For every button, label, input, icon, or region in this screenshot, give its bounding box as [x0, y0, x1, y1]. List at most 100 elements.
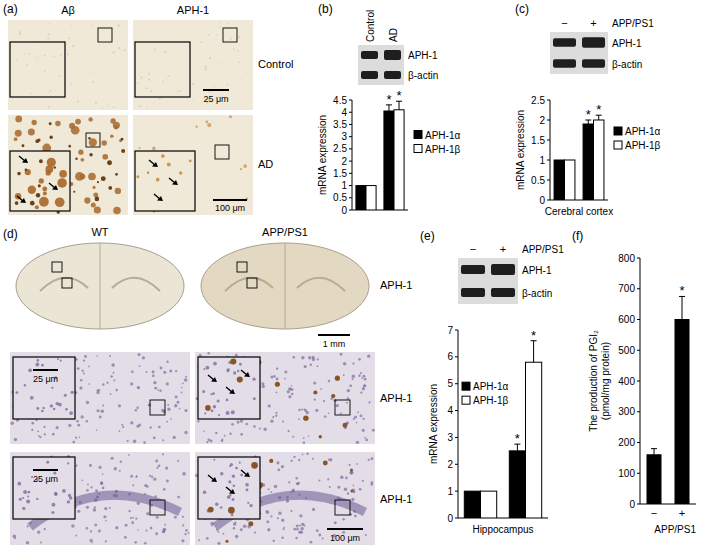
stain — [181, 539, 184, 542]
stain — [86, 420, 88, 422]
stain — [145, 87, 147, 89]
stain — [156, 467, 158, 469]
stain — [60, 359, 62, 361]
tick-label: 1 — [539, 155, 545, 166]
stain — [115, 173, 118, 176]
stain — [313, 390, 317, 394]
region-box — [335, 500, 350, 515]
region-box — [215, 145, 229, 159]
category-label: − — [651, 507, 657, 519]
stain — [310, 541, 313, 544]
stain — [80, 174, 86, 180]
stain — [53, 408, 56, 411]
stain — [225, 540, 228, 543]
stain — [46, 461, 49, 464]
bars — [647, 296, 689, 504]
tick-label: 1.5 — [531, 135, 545, 146]
tick-label: 4 — [341, 107, 347, 118]
scale-label: 25 μm — [203, 94, 228, 104]
stain — [75, 535, 77, 537]
stain — [188, 532, 190, 534]
error-bar — [654, 449, 655, 455]
stain — [275, 412, 277, 414]
stain — [351, 378, 353, 380]
stain — [358, 358, 361, 361]
stain — [367, 355, 370, 358]
stain — [135, 409, 138, 412]
stain — [356, 463, 358, 465]
stain — [299, 524, 301, 526]
stain — [44, 528, 46, 530]
stain — [41, 364, 44, 367]
stain — [52, 433, 55, 436]
stain — [360, 372, 362, 374]
stain — [170, 418, 172, 420]
stain — [65, 408, 68, 411]
scale-bar — [327, 528, 363, 530]
axis-title: APP/PS1 — [654, 524, 696, 535]
stain — [363, 384, 366, 387]
stain — [303, 441, 306, 444]
stain — [291, 393, 293, 395]
legend-label: APH-1α — [473, 381, 508, 392]
stain — [284, 378, 286, 380]
significance: * — [586, 107, 591, 122]
stain — [92, 81, 94, 83]
stain — [166, 421, 168, 423]
stain — [243, 164, 247, 168]
stain — [185, 376, 187, 378]
stain — [55, 121, 61, 127]
tick-label: 0 — [447, 513, 453, 524]
stain — [302, 454, 304, 456]
tick-label: 4.5 — [333, 95, 347, 106]
stain — [88, 365, 90, 367]
stain — [86, 489, 89, 492]
significance: * — [515, 431, 520, 446]
stain — [44, 55, 46, 57]
stain — [75, 157, 77, 159]
stain — [301, 523, 304, 526]
stain — [133, 440, 136, 443]
band-label: β-actin — [612, 59, 642, 70]
region-box — [62, 278, 72, 288]
tick-label: 2 — [447, 459, 453, 470]
stain — [299, 514, 302, 517]
blot — [458, 258, 518, 304]
stain — [56, 402, 59, 405]
stain — [200, 41, 202, 43]
legend-label: APH-1β — [473, 395, 508, 406]
stain — [252, 378, 255, 381]
stain — [71, 83, 72, 84]
stain — [9, 25, 10, 26]
stain — [347, 492, 349, 494]
stain — [146, 108, 147, 109]
stain — [224, 435, 226, 437]
stain — [205, 120, 208, 123]
stain — [111, 363, 115, 367]
stain — [57, 358, 59, 360]
stain — [88, 173, 96, 181]
stain — [20, 33, 22, 35]
stain — [42, 187, 47, 192]
bars — [356, 101, 404, 210]
tick-label: 700 — [618, 283, 635, 294]
stain — [115, 389, 118, 392]
stain — [270, 491, 272, 493]
stain — [293, 456, 295, 458]
stain — [153, 478, 156, 481]
bar — [554, 160, 564, 200]
stain — [163, 80, 165, 82]
stain — [37, 139, 40, 142]
stain — [161, 154, 165, 158]
stain — [158, 426, 161, 429]
stain — [135, 476, 137, 478]
stain — [368, 459, 370, 461]
stain — [80, 379, 83, 382]
stain — [127, 440, 129, 442]
stain — [29, 54, 30, 55]
micrograph-bg — [133, 115, 253, 215]
stain — [37, 56, 38, 57]
stain — [37, 59, 38, 60]
stain — [59, 170, 67, 178]
stain — [120, 461, 122, 463]
